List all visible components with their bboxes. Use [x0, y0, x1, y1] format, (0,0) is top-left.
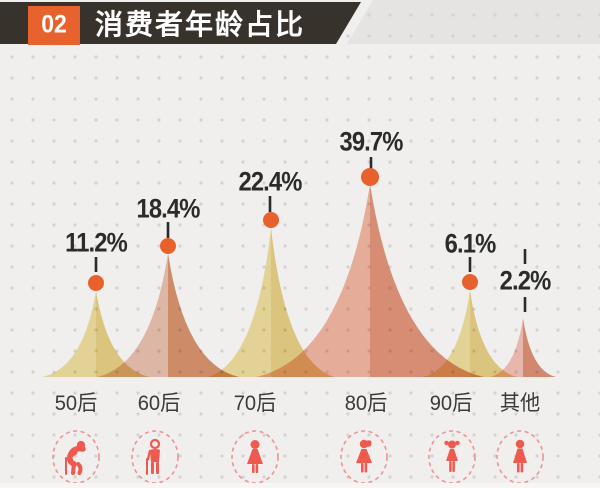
age-peak-其他-right	[523, 318, 556, 377]
bottom-strip	[0, 483, 600, 488]
axis-label: 70后	[233, 392, 277, 415]
page-title: 消费者年龄占比	[95, 9, 306, 41]
percent-label: 22.4%	[238, 166, 303, 197]
woman-dress-icon	[496, 430, 544, 484]
age-peak-60后-left	[97, 253, 168, 377]
age-peak-70后-right	[271, 228, 334, 377]
percent-label: 2.2%	[499, 265, 552, 296]
age-peak-50后-right	[96, 291, 150, 377]
percent-label: 11.2%	[65, 227, 128, 258]
old-man-cane-icon	[131, 430, 179, 484]
age-peak-70后-left	[208, 228, 271, 377]
peak-markers	[88, 157, 527, 312]
header-bar	[0, 2, 361, 44]
peak-dot	[88, 275, 104, 291]
age-peak-60后-right	[168, 253, 239, 377]
section-number-badge	[28, 6, 80, 45]
axis-label: 50后	[54, 392, 98, 415]
axis-label: 60后	[137, 392, 181, 415]
age-group-icons	[52, 430, 544, 484]
percent-label: 18.4%	[136, 193, 201, 224]
peak-dot	[462, 274, 478, 290]
peak-dot	[361, 168, 379, 186]
age-peak-其他-left	[490, 318, 523, 377]
peak-dot	[160, 238, 176, 254]
elderly-person-cane-icon	[52, 430, 100, 484]
age-peak-80后-left	[256, 184, 370, 377]
percent-label: 39.7%	[339, 126, 404, 157]
age-peak-90后-left	[423, 290, 470, 377]
axis-label: 80后	[344, 392, 388, 415]
woman-ponytail-icon	[340, 430, 388, 484]
age-peak-50后-left	[42, 291, 96, 377]
section-number: 02	[41, 10, 67, 39]
age-peak-80后-right	[370, 184, 484, 377]
peak-dot	[263, 212, 279, 228]
axis-label: 90后	[429, 392, 473, 415]
age-peak-90后-right	[470, 290, 517, 377]
age-distribution-peaks	[42, 184, 556, 377]
percent-label: 6.1%	[444, 228, 497, 259]
girl-pigtails-icon	[428, 430, 476, 484]
axis-label: 其他	[499, 392, 541, 415]
